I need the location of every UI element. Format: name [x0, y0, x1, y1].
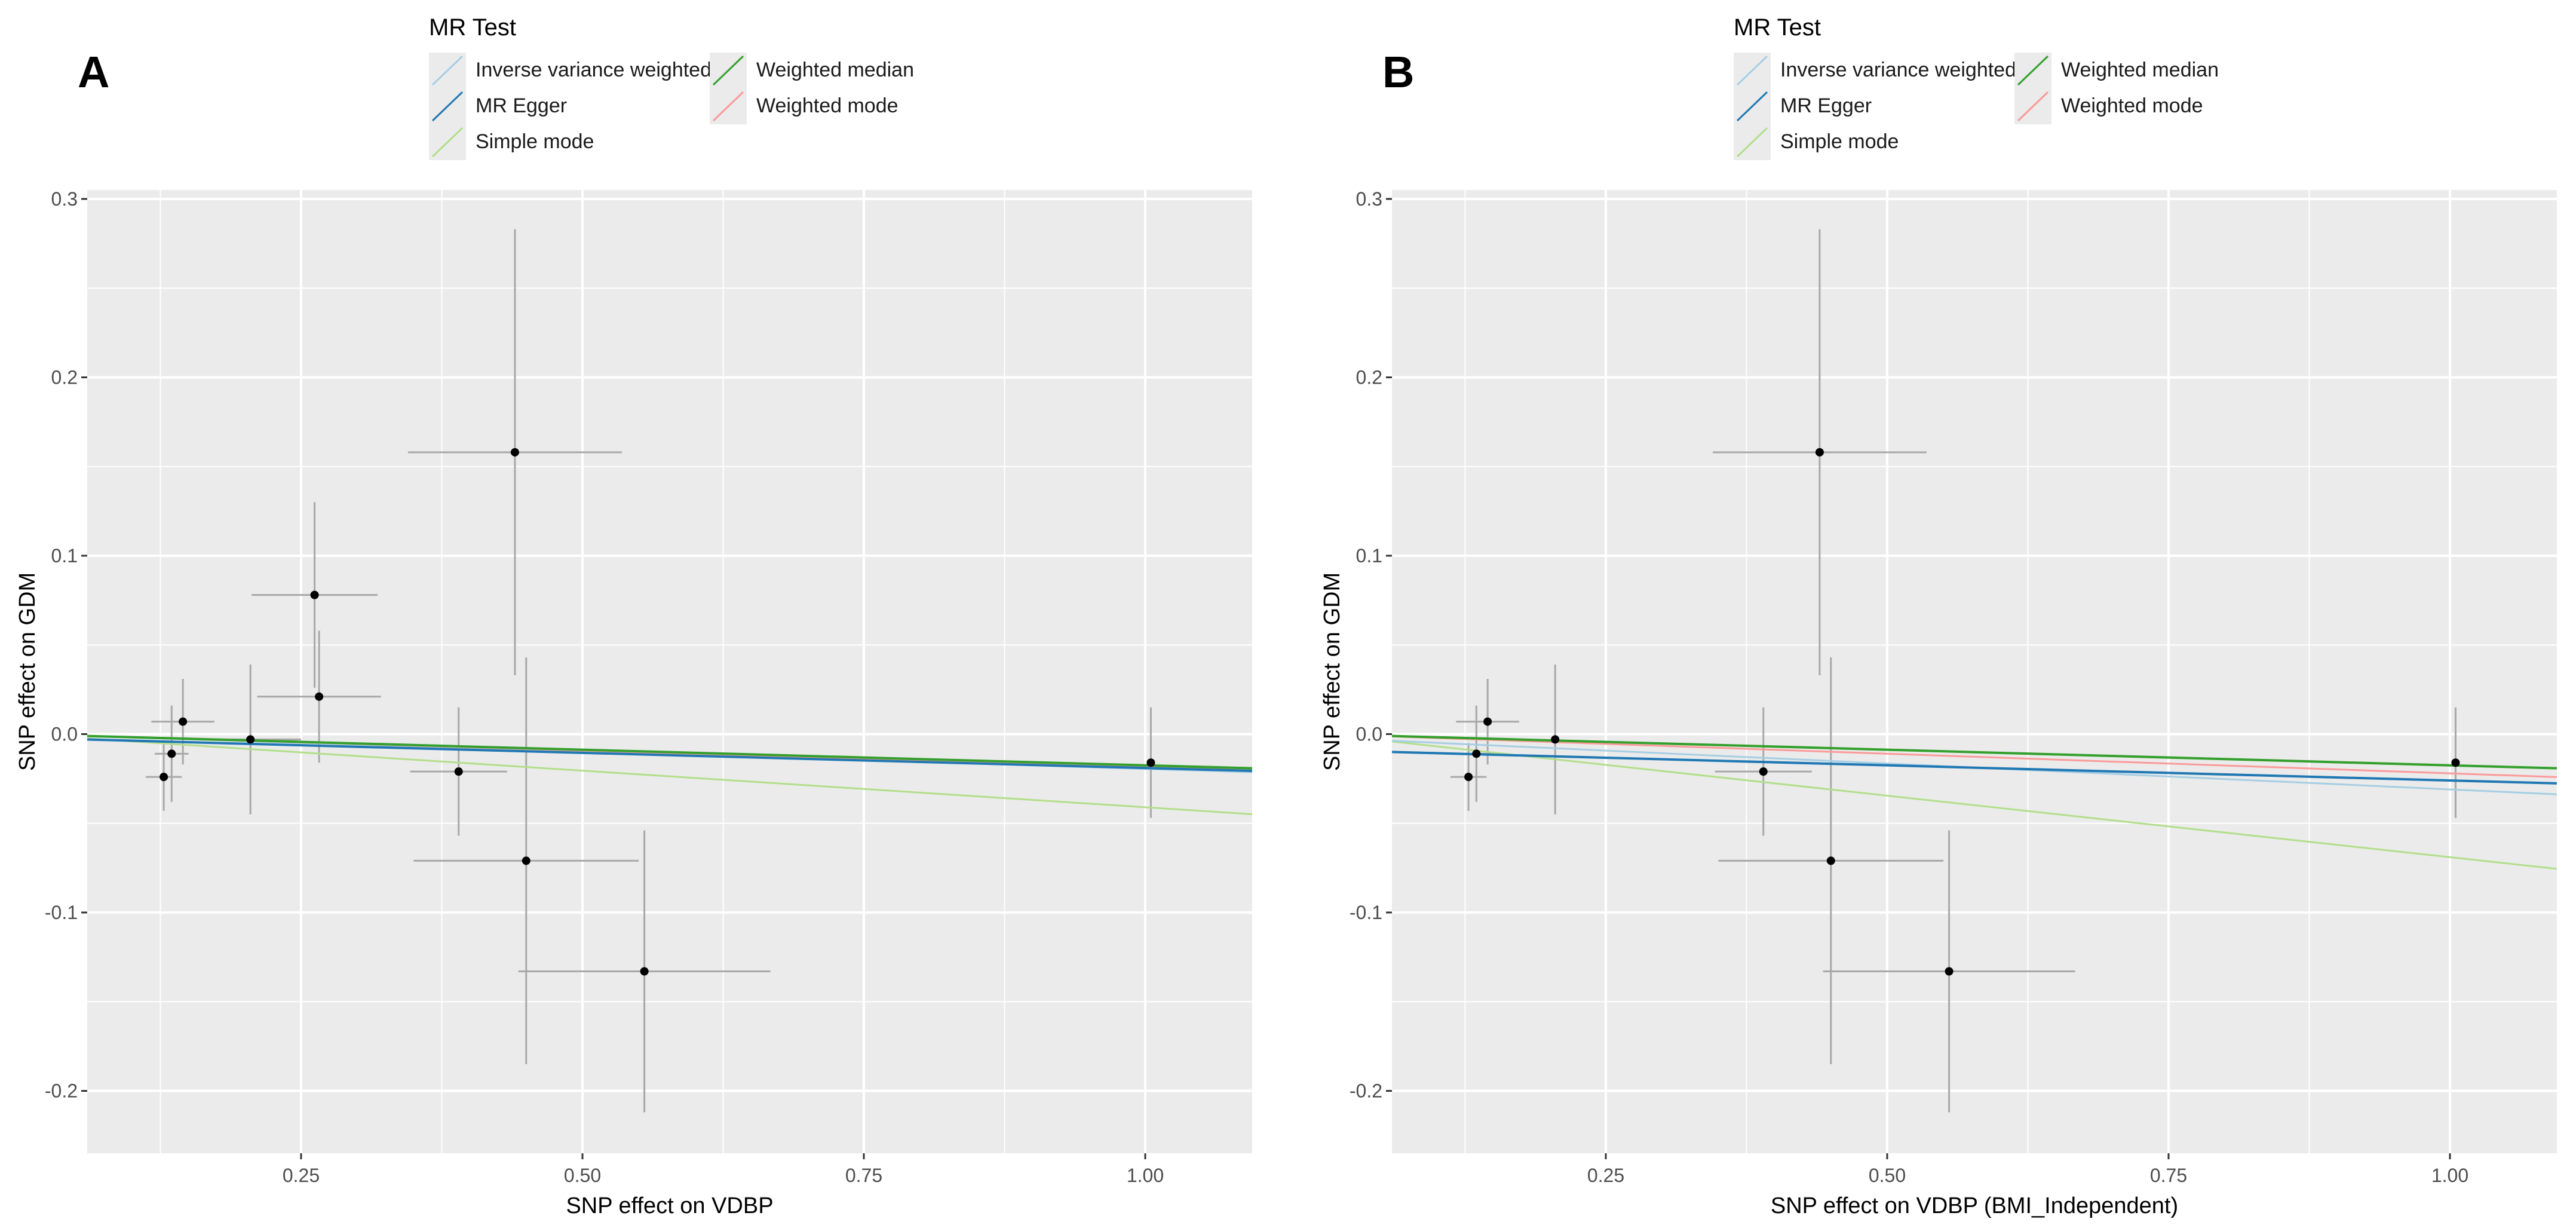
regression-line-simple-mode: [1392, 740, 2557, 870]
legend-label: Weighted median: [756, 59, 914, 81]
data-point: [1483, 717, 1492, 726]
legend-label: Simple mode: [476, 130, 594, 153]
x-tick-label: 0.25: [283, 1165, 320, 1186]
data-point: [310, 590, 319, 599]
legend-label: Simple mode: [1780, 130, 1899, 153]
legend-key-swatch: [429, 88, 466, 124]
y-tick-label: 0.1: [51, 545, 78, 566]
panel-b: B MR Test -0.2 -0.1 0.0 0.1 0.2 0.3 0.25 0.50 0.…: [1305, 0, 2576, 1231]
legend-label: Weighted mode: [2061, 94, 2203, 117]
legend-key-swatch: [710, 88, 747, 124]
panel-label: A: [78, 47, 110, 97]
data-point: [2451, 758, 2460, 767]
y-axis-title: SNP effect on GDM: [1320, 572, 1345, 771]
legend-title: MR Test: [429, 14, 516, 41]
legend-title: MR Test: [1734, 14, 1821, 41]
legend-label: Inverse variance weighted: [476, 59, 712, 81]
legend-key-swatch: [2014, 53, 2051, 88]
y-tick-label: -0.2: [45, 1080, 78, 1102]
legend-label: MR Egger: [1780, 94, 1872, 117]
x-tick-label: 1.00: [1127, 1165, 1164, 1186]
scatter-plot: -0.2 -0.1 0.0 0.1 0.2 0.3 0.25 0.50 0.75 1.00 SNP …: [15, 188, 1252, 1218]
plot-background: [87, 190, 1252, 1153]
legend-label: Inverse variance weighted: [1780, 59, 2017, 81]
regression-line-simple-mode: [87, 737, 1252, 815]
data-point: [510, 448, 519, 457]
plot-background: [1392, 190, 2557, 1153]
data-point: [1945, 967, 1954, 976]
x-tick-label: 1.00: [2431, 1165, 2468, 1186]
legend-key-swatch: [2014, 88, 2051, 124]
x-axis-title: SNP effect on VDBP (BMI_Independent): [1771, 1193, 2178, 1218]
data-point: [167, 749, 176, 758]
legend-key-swatch: [429, 53, 466, 88]
legend-key-swatch: [1734, 53, 1771, 88]
y-tick-label: 0.0: [51, 723, 78, 745]
regression-line-mr-egger: [1392, 751, 2557, 785]
regression-line-weighted-mode: [1392, 735, 2557, 778]
regression-line-weighted-median: [87, 734, 1252, 770]
data-point: [522, 856, 530, 865]
data-point: [640, 967, 649, 976]
x-tick-label: 0.50: [1869, 1165, 1906, 1186]
data-point: [179, 717, 188, 726]
x-tick-label: 0.25: [1587, 1165, 1624, 1186]
data-point: [1464, 773, 1473, 782]
x-tick-label: 0.50: [564, 1165, 601, 1186]
y-tick-label: 0.1: [1356, 545, 1382, 566]
legend-label: Weighted median: [2061, 59, 2219, 81]
panel-a: A MR Test -0.2 -0.1 0.0 0.1 0.2 0.3 0.25 0.50 0.…: [15, 14, 1252, 1218]
legend-key-swatch: [429, 124, 466, 160]
scatter-plot: -0.2 -0.1 0.0 0.1 0.2 0.3 0.25 0.50 0.75 1.00 SNP …: [1320, 188, 2557, 1218]
y-tick-label: -0.1: [1350, 902, 1382, 923]
data-point: [1815, 448, 1824, 457]
regression-line-mr-egger: [87, 738, 1252, 773]
data-point: [1826, 856, 1835, 865]
data-point: [315, 692, 324, 701]
panel-label: B: [1382, 47, 1415, 97]
y-tick-label: 0.3: [1356, 188, 1382, 210]
data-point: [1551, 735, 1560, 744]
legend-key-swatch: [1734, 124, 1771, 160]
y-tick-label: 0.0: [1356, 723, 1382, 745]
regression-line-weighted-median: [1392, 734, 2557, 770]
data-point: [160, 773, 168, 782]
data-point: [454, 767, 463, 776]
data-point: [1472, 749, 1481, 758]
x-tick-label: 0.75: [2150, 1165, 2187, 1186]
legend-key-swatch: [710, 53, 747, 88]
y-tick-label: 0.2: [1356, 366, 1382, 388]
data-point: [246, 735, 255, 744]
legend-key-swatch: [1734, 88, 1771, 124]
data-point: [1759, 767, 1768, 776]
y-tick-label: -0.2: [1350, 1080, 1382, 1102]
y-tick-label: 0.2: [51, 366, 78, 388]
legend-label: MR Egger: [476, 94, 568, 117]
x-tick-label: 0.75: [845, 1165, 882, 1186]
legend-label: Weighted mode: [756, 94, 898, 117]
x-axis-title: SNP effect on VDBP: [566, 1193, 773, 1218]
y-tick-label: -0.1: [45, 902, 78, 923]
y-axis-title: SNP effect on GDM: [15, 572, 40, 771]
data-point: [1146, 758, 1155, 767]
y-tick-label: 0.3: [51, 188, 78, 210]
